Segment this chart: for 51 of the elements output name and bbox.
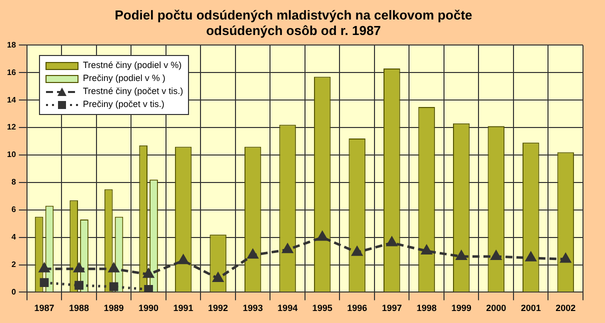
point	[212, 272, 224, 282]
point	[74, 280, 84, 290]
y-tick-label: 18	[6, 40, 16, 50]
point	[352, 246, 362, 256]
legend-label: Trestné činy (podiel v %)	[82, 59, 182, 72]
point	[560, 254, 571, 263]
x-tick-label: 1994	[278, 303, 298, 314]
point	[421, 245, 432, 255]
x-tick-label: 1991	[173, 303, 194, 314]
legend-label: Trestné činy (počet v tis.)	[82, 85, 184, 98]
x-tick-label: 1992	[208, 303, 228, 314]
x-tick-label: 1999	[451, 303, 472, 314]
x-tick-label: 2000	[486, 303, 506, 314]
y-tick-label: 12	[6, 122, 16, 132]
y-tick-label: 0	[11, 287, 16, 296]
x-tick-label: 1988	[69, 303, 90, 314]
y-tick-label: 4	[11, 232, 16, 242]
point	[526, 252, 536, 262]
legend-label: Prečiny (počet v tis.)	[82, 98, 164, 112]
point	[456, 250, 466, 260]
point	[248, 249, 258, 259]
y-tick-label: 16	[6, 68, 16, 77]
point	[39, 263, 50, 272]
x-tick-label: 2001	[520, 303, 541, 314]
y-tick-label: 2	[11, 260, 16, 269]
point	[108, 263, 119, 272]
point	[490, 250, 502, 260]
x-tick-label: 1996	[347, 303, 368, 314]
chart-title: Podiel počtu odsúdených mladistvých na celkovom počte odsúdených osôb od r. 1987	[114, 7, 472, 38]
y-tick-label: 6	[11, 205, 16, 214]
x-tick-label: 1989	[104, 303, 124, 314]
point	[386, 237, 397, 246]
point	[144, 285, 153, 292]
point	[178, 254, 188, 264]
point	[317, 232, 328, 241]
legend-label: Prečiny (podiel v % )	[82, 72, 166, 86]
x-tick-label: 1993	[242, 303, 263, 314]
point	[40, 278, 49, 288]
y-tick-label: 8	[11, 178, 16, 187]
point	[143, 268, 154, 278]
point	[109, 282, 118, 292]
x-tick-label: 1995	[312, 303, 332, 314]
x-tick-label: 2002	[556, 303, 576, 314]
x-tick-label: 1998	[416, 303, 437, 314]
point	[282, 244, 293, 254]
y-tick-label: 10	[6, 150, 16, 160]
x-tick-label: 1990	[138, 303, 159, 314]
x-tick-label: 1997	[382, 303, 402, 314]
y-tick-label: 14	[6, 95, 16, 104]
point	[74, 263, 84, 272]
x-tick-label: 1987	[34, 303, 54, 314]
